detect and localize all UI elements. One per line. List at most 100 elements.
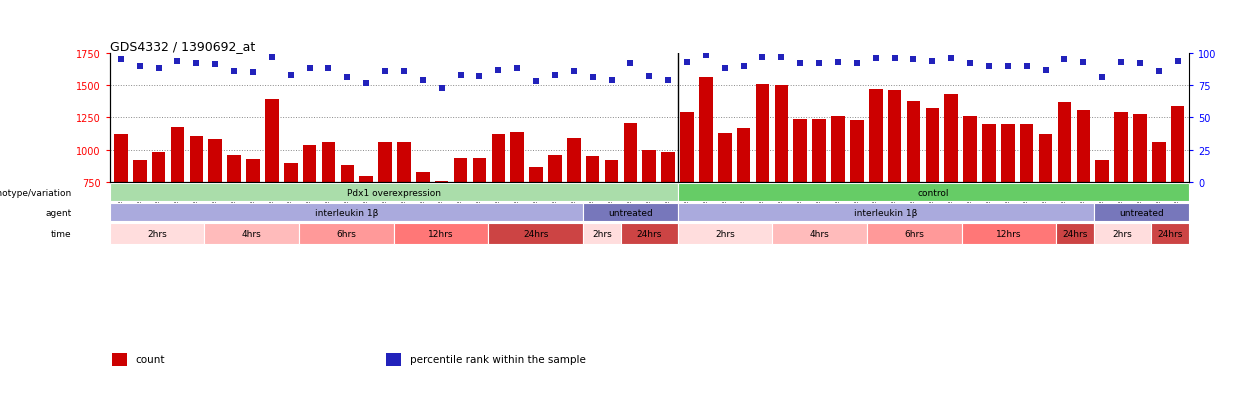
Bar bbox=[473, 158, 487, 280]
Bar bbox=[1152, 142, 1165, 280]
Text: agent: agent bbox=[45, 208, 72, 217]
Text: 2hrs: 2hrs bbox=[1113, 230, 1133, 239]
Text: 6hrs: 6hrs bbox=[336, 230, 356, 239]
Bar bbox=[360, 176, 373, 280]
Bar bbox=[1057, 224, 1094, 244]
Bar bbox=[961, 224, 1057, 244]
Bar bbox=[1077, 110, 1091, 280]
Text: 24hrs: 24hrs bbox=[636, 230, 662, 239]
Bar bbox=[677, 184, 1189, 202]
Bar bbox=[299, 224, 393, 244]
Bar bbox=[378, 142, 392, 280]
Bar bbox=[152, 153, 166, 280]
Text: 24hrs: 24hrs bbox=[1158, 230, 1183, 239]
Bar bbox=[1094, 224, 1152, 244]
Text: untreated: untreated bbox=[1119, 208, 1164, 217]
Text: 24hrs: 24hrs bbox=[523, 230, 548, 239]
Bar bbox=[208, 140, 222, 280]
Text: control: control bbox=[918, 188, 949, 197]
Bar bbox=[661, 153, 675, 280]
Bar bbox=[621, 224, 677, 244]
Bar bbox=[982, 125, 996, 280]
Text: 2hrs: 2hrs bbox=[593, 230, 611, 239]
Bar bbox=[774, 86, 788, 280]
Bar bbox=[397, 142, 411, 280]
Bar bbox=[677, 224, 772, 244]
Bar bbox=[265, 100, 279, 280]
Text: count: count bbox=[136, 354, 166, 364]
Bar bbox=[867, 224, 961, 244]
Bar bbox=[1133, 114, 1147, 280]
Text: 12hrs: 12hrs bbox=[996, 230, 1022, 239]
Bar bbox=[303, 145, 316, 280]
Bar bbox=[110, 224, 204, 244]
Bar bbox=[341, 166, 354, 280]
Bar bbox=[869, 90, 883, 280]
Bar bbox=[110, 204, 583, 222]
Bar bbox=[1114, 113, 1128, 280]
Text: untreated: untreated bbox=[608, 208, 652, 217]
Bar bbox=[850, 121, 864, 280]
Text: 2hrs: 2hrs bbox=[147, 230, 167, 239]
Bar bbox=[1152, 224, 1189, 244]
Bar bbox=[677, 204, 1094, 222]
Bar bbox=[189, 136, 203, 280]
Bar bbox=[1094, 204, 1189, 222]
Bar bbox=[642, 150, 656, 280]
Bar bbox=[583, 204, 677, 222]
Bar bbox=[1001, 125, 1015, 280]
Bar bbox=[737, 128, 751, 280]
Bar bbox=[171, 127, 184, 280]
Bar bbox=[548, 156, 561, 280]
Bar bbox=[680, 113, 693, 280]
Bar bbox=[510, 133, 524, 280]
Text: Pdx1 overexpression: Pdx1 overexpression bbox=[346, 188, 441, 197]
Bar bbox=[247, 159, 260, 280]
Bar bbox=[964, 117, 977, 280]
Bar bbox=[529, 167, 543, 280]
Text: 2hrs: 2hrs bbox=[715, 230, 735, 239]
Bar bbox=[115, 135, 128, 280]
Bar bbox=[1170, 107, 1184, 280]
Text: genotype/variation: genotype/variation bbox=[0, 188, 72, 197]
Bar bbox=[888, 91, 901, 280]
Bar bbox=[204, 224, 299, 244]
Bar bbox=[110, 184, 677, 202]
Bar bbox=[700, 78, 712, 280]
Text: interleukin 1β: interleukin 1β bbox=[315, 208, 378, 217]
Bar bbox=[566, 139, 580, 280]
Text: 24hrs: 24hrs bbox=[1063, 230, 1088, 239]
Text: 4hrs: 4hrs bbox=[242, 230, 261, 239]
Bar bbox=[228, 156, 240, 280]
Bar bbox=[488, 224, 583, 244]
Bar bbox=[945, 95, 957, 280]
Bar bbox=[756, 85, 769, 280]
Bar bbox=[1038, 135, 1052, 280]
Bar bbox=[435, 181, 448, 280]
Bar bbox=[624, 123, 637, 280]
Bar bbox=[321, 142, 335, 280]
Text: time: time bbox=[51, 230, 72, 239]
Text: 12hrs: 12hrs bbox=[428, 230, 453, 239]
Bar bbox=[925, 109, 939, 280]
Text: GDS4332 / 1390692_at: GDS4332 / 1390692_at bbox=[110, 40, 255, 52]
Bar bbox=[812, 119, 825, 280]
Bar bbox=[583, 224, 621, 244]
Bar bbox=[416, 172, 430, 280]
Bar bbox=[284, 163, 298, 280]
Bar bbox=[793, 119, 807, 280]
Bar bbox=[393, 224, 488, 244]
Bar bbox=[906, 102, 920, 280]
Bar bbox=[1058, 103, 1071, 280]
Text: interleukin 1β: interleukin 1β bbox=[854, 208, 918, 217]
Bar bbox=[605, 161, 619, 280]
Text: 4hrs: 4hrs bbox=[809, 230, 829, 239]
Bar bbox=[1020, 125, 1033, 280]
Bar bbox=[832, 117, 845, 280]
Bar bbox=[1096, 161, 1109, 280]
Bar bbox=[133, 161, 147, 280]
Bar bbox=[492, 135, 505, 280]
Bar bbox=[718, 134, 732, 280]
Text: 6hrs: 6hrs bbox=[904, 230, 924, 239]
Bar bbox=[772, 224, 867, 244]
